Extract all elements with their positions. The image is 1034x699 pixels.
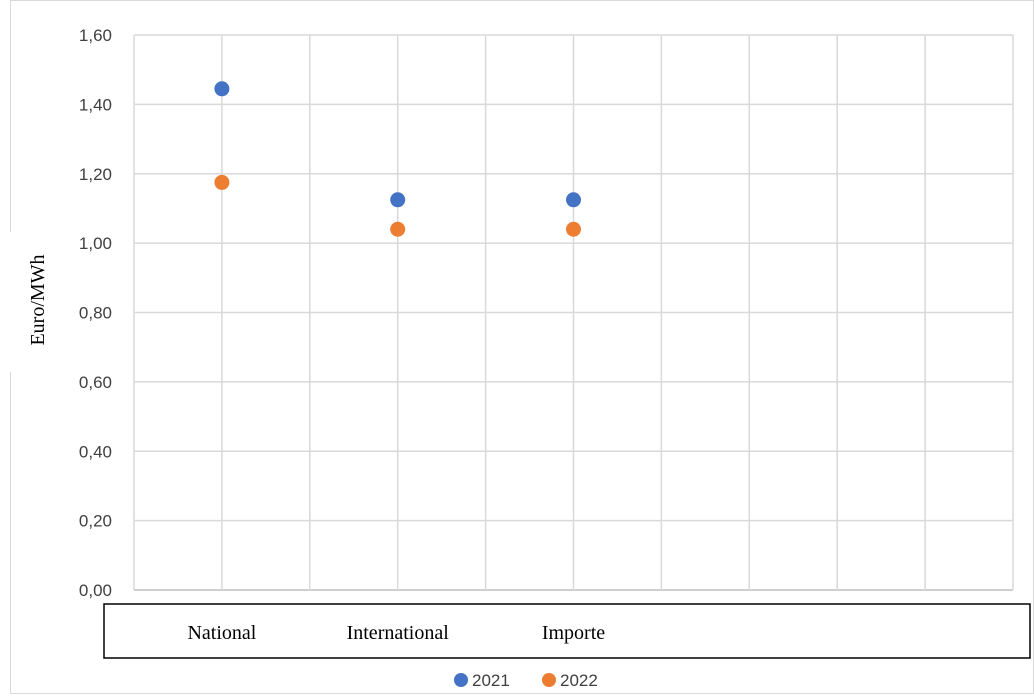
- frame-gap: [8, 232, 14, 372]
- y-tick-labels: 0,00 0,20 0,40 0,60 0,80 1,00 1,20 1,40 1,60: [79, 26, 112, 600]
- y-tick-label: 0,60: [79, 373, 112, 392]
- y-tick-label: 0,80: [79, 304, 112, 323]
- legend-label: 2021: [472, 671, 510, 690]
- y-tick-label: 1,20: [79, 165, 112, 184]
- grid-layer: [133, 34, 1014, 591]
- chart-frame: [10, 0, 1034, 694]
- y-tick-label: 0,20: [79, 512, 112, 531]
- y-tick-label: 1,00: [79, 234, 112, 253]
- y-tick-label: 1,60: [79, 26, 112, 45]
- data-point-2021: [566, 192, 581, 208]
- data-point-2021: [390, 192, 406, 208]
- data-point-2022: [566, 221, 581, 237]
- category-label: Importe: [542, 622, 605, 644]
- y-tick-label: 1,40: [79, 95, 112, 114]
- y-axis-label: Euro/MWh: [27, 254, 49, 345]
- legend: 2021 2022: [454, 671, 598, 690]
- data-point-2022: [214, 174, 230, 190]
- legend-marker: [454, 673, 468, 687]
- data-points: [214, 81, 581, 237]
- data-point-2021: [214, 81, 230, 97]
- category-box: [103, 603, 1031, 659]
- category-label: National: [187, 622, 256, 644]
- y-tick-label: 0,40: [79, 442, 112, 461]
- data-point-2022: [390, 221, 406, 237]
- legend-marker: [542, 673, 556, 687]
- category-label: International: [347, 622, 450, 644]
- y-tick-label: 0,00: [79, 581, 112, 600]
- category-labels: National International Importe: [187, 622, 605, 644]
- legend-label: 2022: [560, 671, 598, 690]
